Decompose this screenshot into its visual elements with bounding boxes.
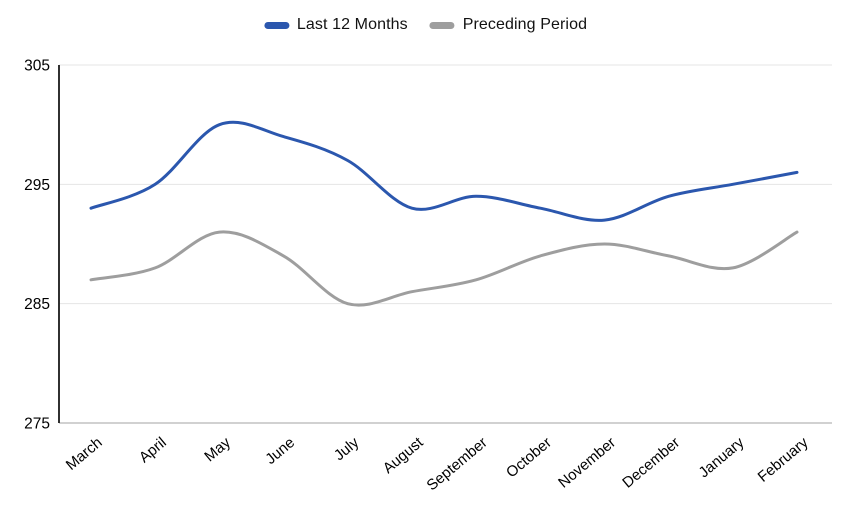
legend-swatch-gray — [429, 21, 455, 29]
legend-item-preceding-period[interactable]: Preceding Period — [429, 16, 588, 34]
x-axis-month-label: October — [503, 434, 555, 481]
chart-legend: Last 12 Months Preceding Period — [263, 16, 588, 34]
series-line-preceding-period[interactable] — [89, 230, 799, 307]
y-axis-tick-label: 305 — [24, 58, 50, 75]
x-axis-month-label: November — [555, 434, 619, 492]
x-axis-month-label: June — [262, 434, 298, 468]
y-axis-tick-label: 295 — [24, 177, 50, 194]
series-line-last-12-months[interactable] — [89, 120, 799, 222]
x-axis-month-label: January — [696, 434, 748, 482]
x-axis-month-label: September — [424, 434, 491, 494]
legend-label: Last 12 Months — [296, 16, 408, 33]
x-axis-month-label: August — [380, 434, 427, 478]
x-axis-month-label: July — [331, 434, 363, 464]
x-axis-month-label: December — [619, 434, 683, 492]
legend-label: Preceding Period — [462, 16, 588, 33]
x-axis-month-label: March — [63, 434, 106, 474]
x-axis-month-label: April — [136, 434, 170, 466]
x-axis-month-label: May — [201, 434, 234, 466]
legend-item-last-12-months[interactable]: Last 12 Months — [263, 16, 408, 34]
legend-swatch-blue — [263, 21, 289, 29]
y-axis-tick-label: 285 — [24, 296, 50, 313]
x-axis-month-label: February — [755, 434, 812, 486]
y-axis-tick-label: 275 — [24, 416, 50, 433]
